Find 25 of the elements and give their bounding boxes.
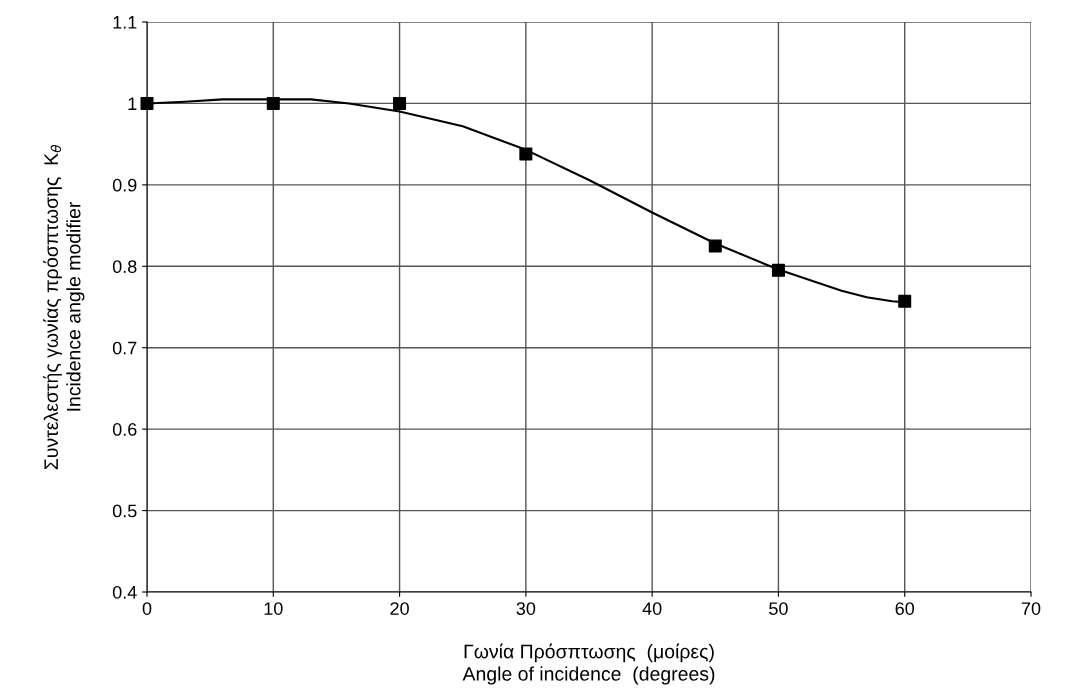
point: [708, 239, 722, 253]
y-tick-label: 0.9: [112, 178, 137, 192]
point: [393, 96, 407, 110]
y-tick-label: 0.7: [112, 341, 137, 355]
point: [519, 147, 533, 161]
point: [140, 96, 154, 110]
x-tick-label: 40: [642, 602, 662, 615]
y-tick-label: 0.4: [112, 585, 137, 599]
x-tick-label: 20: [390, 602, 409, 615]
point: [266, 96, 280, 110]
y-tick-label: 0.8: [112, 260, 137, 274]
x-tick-label: 30: [516, 602, 536, 615]
x-tick-label: 50: [769, 602, 788, 615]
y-tick-label: 0.6: [112, 423, 137, 436]
x-tick-label: 10: [264, 602, 283, 615]
y-tick-label: 0.5: [112, 504, 137, 518]
x-tick-label: 60: [895, 602, 915, 615]
x-tick-label: 0: [142, 602, 152, 615]
text: Συντελεστής γωνίας πρόσπτωσης K$_{θ}$ Incidence angle modifier: [43, 144, 85, 470]
x-tick-label: 70: [1021, 602, 1041, 615]
point: [898, 294, 912, 308]
y-tick-label: 1.1: [113, 16, 137, 29]
x-axis-title: Γωνία Πρόσπτωσης (μοίρες) Angle of incidence (degrees): [462, 643, 715, 685]
point: [771, 263, 785, 277]
y-tick-label: 1: [128, 97, 137, 110]
